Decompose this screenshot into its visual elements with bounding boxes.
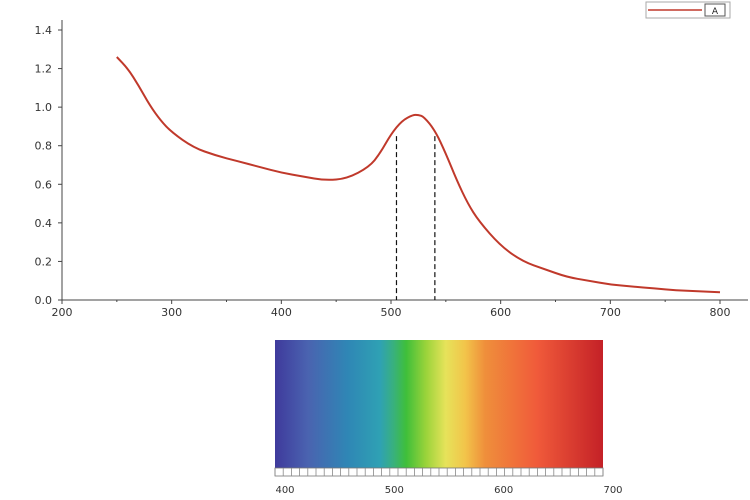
spectrum-ticks: 400 500 600 700 [274,468,623,496]
y-tick-label: 1.2 [35,63,53,76]
x-tick-label: 700 [600,306,621,319]
y-tick-label: 0.0 [35,294,53,307]
y-tick-label: 1.0 [35,101,53,114]
x-ticks: 200 300 400 500 600 700 800 [52,300,731,319]
x-tick-label: 400 [271,306,292,319]
spectrum-tick-label: 700 [603,485,622,496]
axes [61,20,748,301]
y-ticks: 0.0 0.2 0.4 0.6 0.8 1.0 1.2 1.4 [35,24,62,307]
visible-spectrum-bar: 400 500 600 700 [274,340,623,496]
legend-marker-box [704,3,726,17]
y-tick-label: 0.4 [35,217,53,230]
x-tick-label: 600 [490,306,511,319]
spectrum-tick-label: 600 [494,485,513,496]
spectrum-tick-label: 500 [385,485,404,496]
y-tick-label: 1.4 [35,24,53,37]
series-group [116,56,721,294]
y-tick-label: 0.8 [35,140,53,153]
legend-label: A [712,7,719,17]
x-tick-label: 800 [710,306,731,319]
y-tick-label: 0.2 [35,255,53,268]
spectrum-gradient [275,340,603,468]
x-tick-label: 300 [161,306,182,319]
x-tick-label: 200 [52,306,73,319]
series-line [116,56,721,294]
y-tick-label: 0.6 [35,178,53,191]
x-tick-label: 500 [381,306,402,319]
spectrum-tick-label: 400 [275,485,294,496]
legend: A [645,1,731,19]
